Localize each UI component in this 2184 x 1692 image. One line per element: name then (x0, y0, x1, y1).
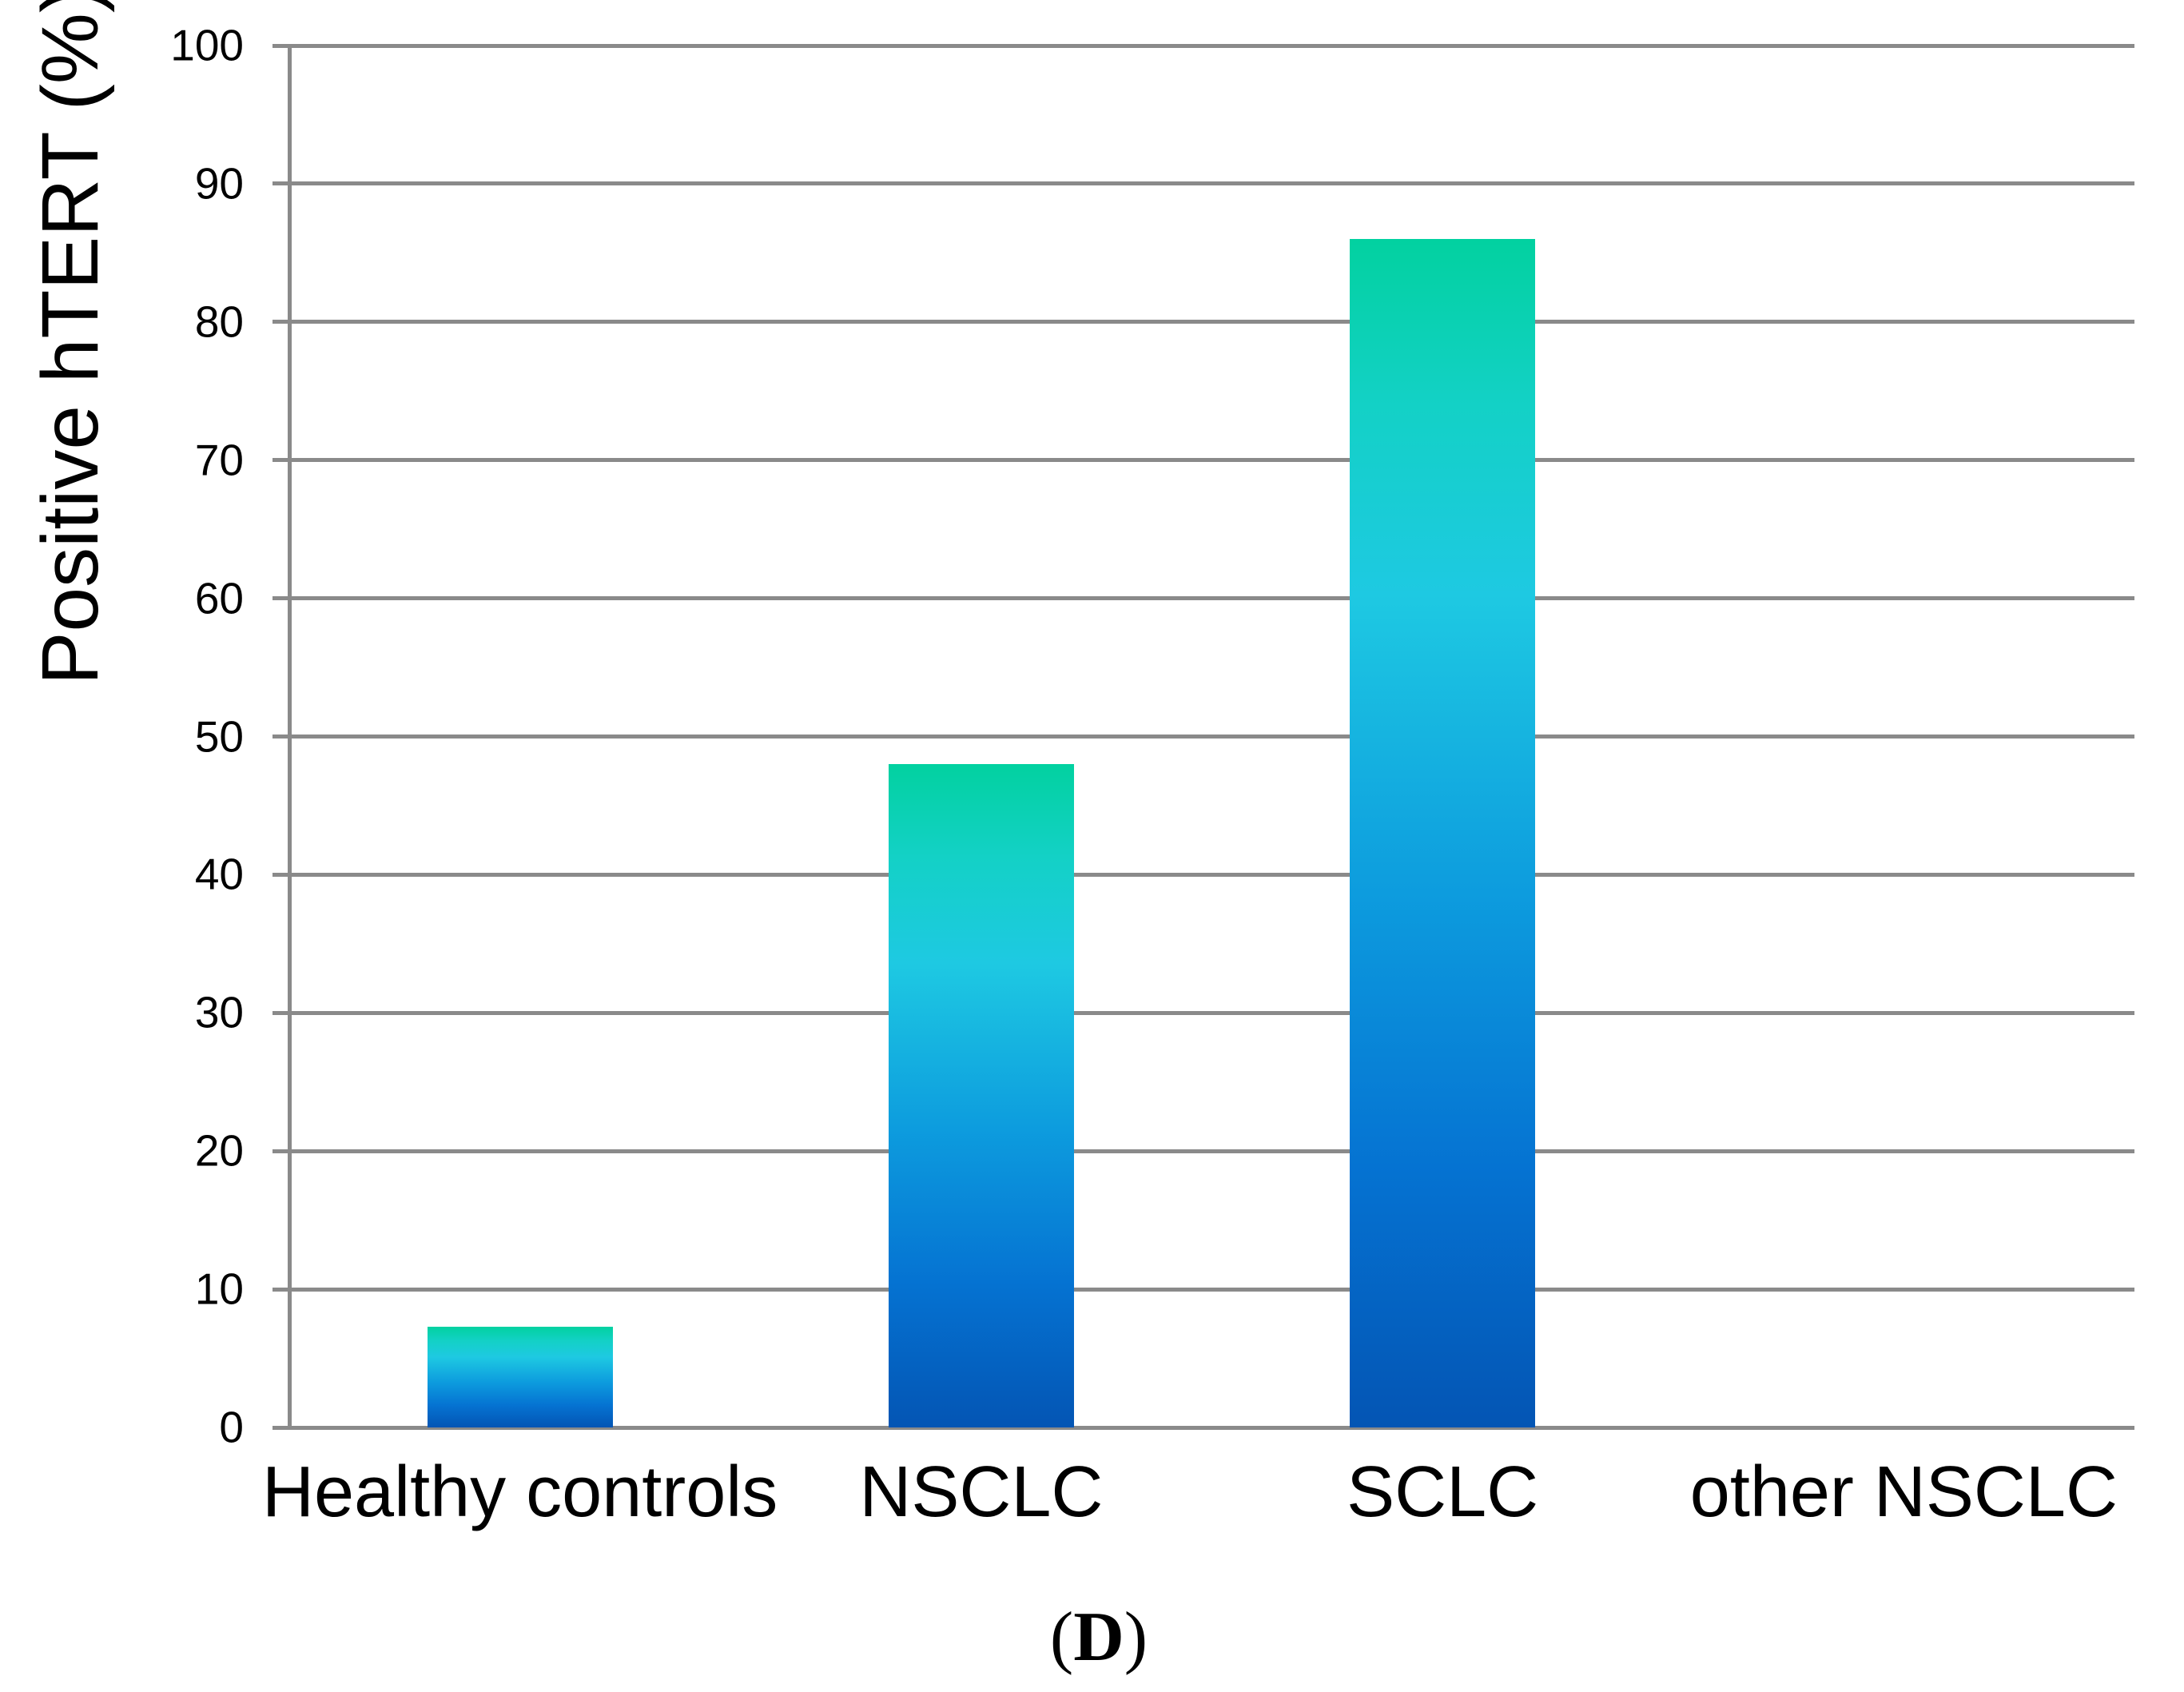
y-tick-label-30: 30 (194, 987, 244, 1037)
y-tick-label-70: 70 (194, 435, 244, 485)
bar-healthy-controls (427, 1326, 613, 1427)
y-tick-label-40: 40 (194, 849, 244, 899)
gridline-70 (289, 458, 2134, 463)
gridline-10 (289, 1287, 2134, 1292)
caption-letter: D (1073, 1598, 1124, 1676)
bar-sclc (1350, 239, 1536, 1427)
y-axis-tick-70 (273, 458, 289, 463)
gridline-50 (289, 735, 2134, 739)
y-axis-tick-100 (273, 43, 289, 48)
gridline-100 (289, 43, 2134, 48)
y-axis-tick-10 (273, 1287, 289, 1292)
gridline-30 (289, 1010, 2134, 1015)
gridline-90 (289, 181, 2134, 186)
y-tick-label-10: 10 (194, 1264, 244, 1314)
x-category-label-nsclc: NSCLC (859, 1452, 1104, 1532)
gridline-60 (289, 596, 2134, 601)
y-tick-labels: 0 10 20 30 40 50 60 70 80 90 100 (0, 23, 244, 1449)
y-axis-tick-20 (273, 1149, 289, 1153)
x-category-label-healthy-controls: Healthy controls (261, 1452, 778, 1532)
caption-open-paren: ( (1049, 1598, 1074, 1676)
y-axis-tick-90 (273, 181, 289, 186)
gridline-20 (289, 1149, 2134, 1153)
y-axis-tick-30 (273, 1010, 289, 1015)
plot-area (273, 43, 2134, 1430)
gridline-40 (289, 872, 2134, 877)
y-axis-tick-40 (273, 872, 289, 877)
caption-close-paren: ) (1124, 1598, 1148, 1676)
gridline-0 (289, 1425, 2134, 1430)
panel-caption: (D) (1050, 1602, 1148, 1673)
x-category-labels: Healthy controls NSCLC SCLC other NSCLC (262, 1452, 2134, 1549)
gridline-80 (289, 320, 2134, 324)
y-tick-label-50: 50 (194, 711, 244, 761)
y-tick-label-80: 80 (194, 297, 244, 347)
y-tick-label-90: 90 (194, 158, 244, 209)
y-axis-tick-0 (273, 1425, 289, 1430)
y-tick-label-0: 0 (219, 1402, 244, 1452)
x-category-label-sclc: SCLC (1347, 1452, 1539, 1532)
y-axis-tick-80 (273, 320, 289, 324)
y-axis-tick-60 (273, 596, 289, 601)
y-tick-label-20: 20 (194, 1125, 244, 1176)
y-tick-label-60: 60 (194, 573, 244, 623)
bar-nsclc (888, 764, 1074, 1427)
x-category-label-other-nsclc: other NSCLC (1689, 1452, 2118, 1532)
y-axis-tick-50 (273, 735, 289, 739)
y-tick-label-100: 100 (170, 20, 244, 70)
